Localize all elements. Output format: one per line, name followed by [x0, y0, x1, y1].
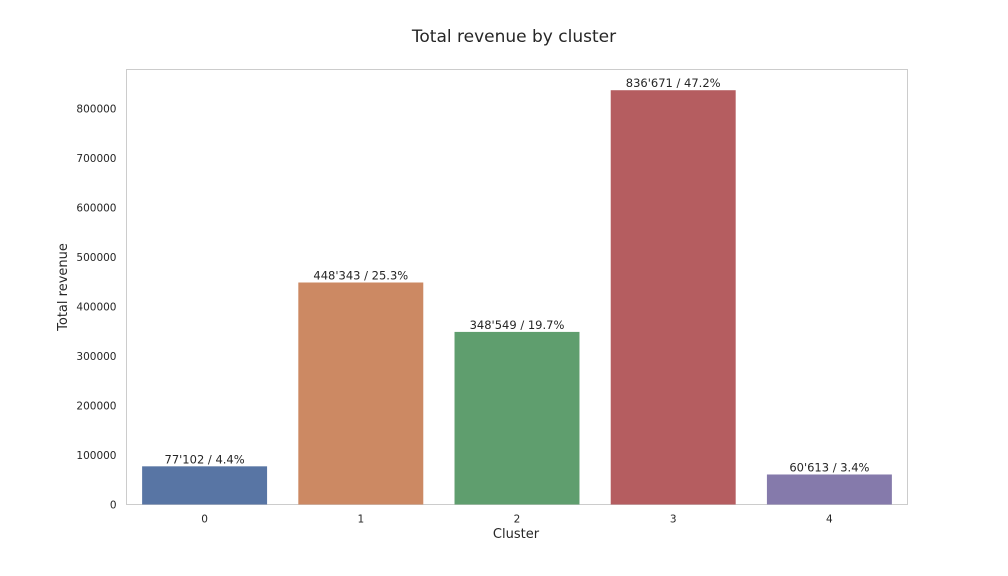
- bars: [142, 90, 892, 505]
- x-tick-label: 1: [357, 514, 364, 526]
- y-tick-label: 200000: [76, 400, 116, 412]
- x-tick-labels: 0 1 2 3 4: [201, 514, 833, 526]
- data-label-cluster-0: 77'102 / 4.4%: [165, 452, 245, 466]
- y-tick-labels: 0 100000 200000 300000 400000 500000 600000 700…: [76, 103, 116, 511]
- x-tick-label: 2: [514, 514, 521, 526]
- data-label-cluster-1: 448'343 / 25.3%: [313, 268, 408, 282]
- y-tick-label: 300000: [76, 351, 116, 363]
- data-label-cluster-2: 348'549 / 19.7%: [470, 318, 565, 332]
- y-tick-label: 700000: [76, 153, 116, 165]
- bar-cluster-2: [454, 331, 580, 505]
- y-tick-label: 800000: [76, 103, 116, 115]
- x-tick-label: 4: [826, 514, 833, 526]
- y-tick-label: 100000: [76, 450, 116, 462]
- y-tick-label: 500000: [76, 252, 116, 264]
- x-tick-label: 3: [670, 514, 677, 526]
- chart-title: Total revenue by cluster: [411, 27, 616, 47]
- plot-area: 77'102 / 4.4% 448'343 / 25.3% 348'549 / 19…: [76, 69, 908, 526]
- data-label-cluster-4: 60'613 / 3.4%: [789, 460, 869, 474]
- x-axis-label: Cluster: [493, 527, 540, 542]
- x-tick-label: 0: [201, 514, 208, 526]
- y-axis-label: Total revenue: [56, 243, 71, 332]
- bar-cluster-0: [142, 466, 268, 505]
- data-labels: 77'102 / 4.4% 448'343 / 25.3% 348'549 / 19…: [165, 76, 870, 474]
- bar-cluster-3: [610, 90, 736, 505]
- y-tick-label: 400000: [76, 301, 116, 313]
- y-tick-label: 0: [110, 500, 117, 512]
- bar-cluster-4: [766, 474, 892, 505]
- y-tick-label: 600000: [76, 202, 116, 214]
- bar-cluster-1: [298, 282, 424, 505]
- data-label-cluster-3: 836'671 / 47.2%: [626, 76, 721, 90]
